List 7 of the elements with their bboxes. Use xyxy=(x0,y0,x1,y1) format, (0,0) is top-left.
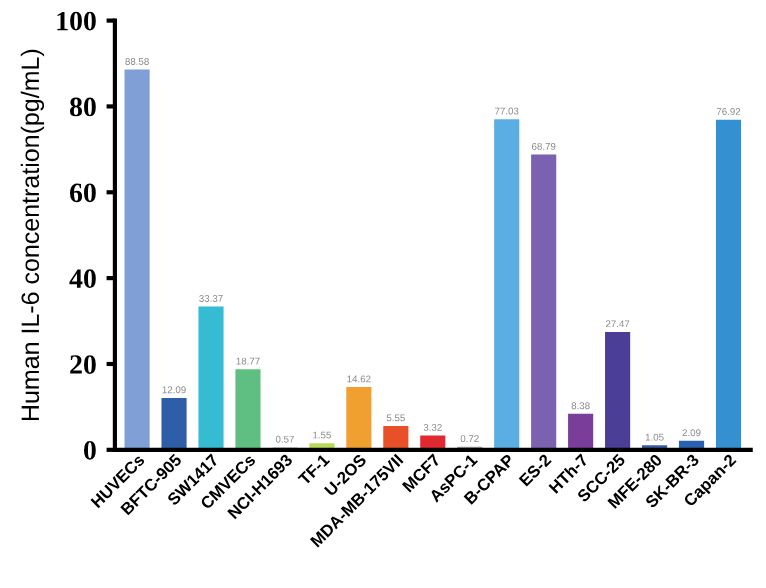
y-axis-title: Human IL-6 concentration(pg/mL) xyxy=(20,49,45,421)
y-tick-label: 20 xyxy=(70,355,96,374)
y-tick-label: 40 xyxy=(69,269,96,289)
y-tick-label: 0 xyxy=(84,440,96,460)
y-tick-label: 80 xyxy=(69,97,96,117)
y-tick-label: 60 xyxy=(70,183,96,203)
y-tick-label: 100 xyxy=(57,11,96,31)
